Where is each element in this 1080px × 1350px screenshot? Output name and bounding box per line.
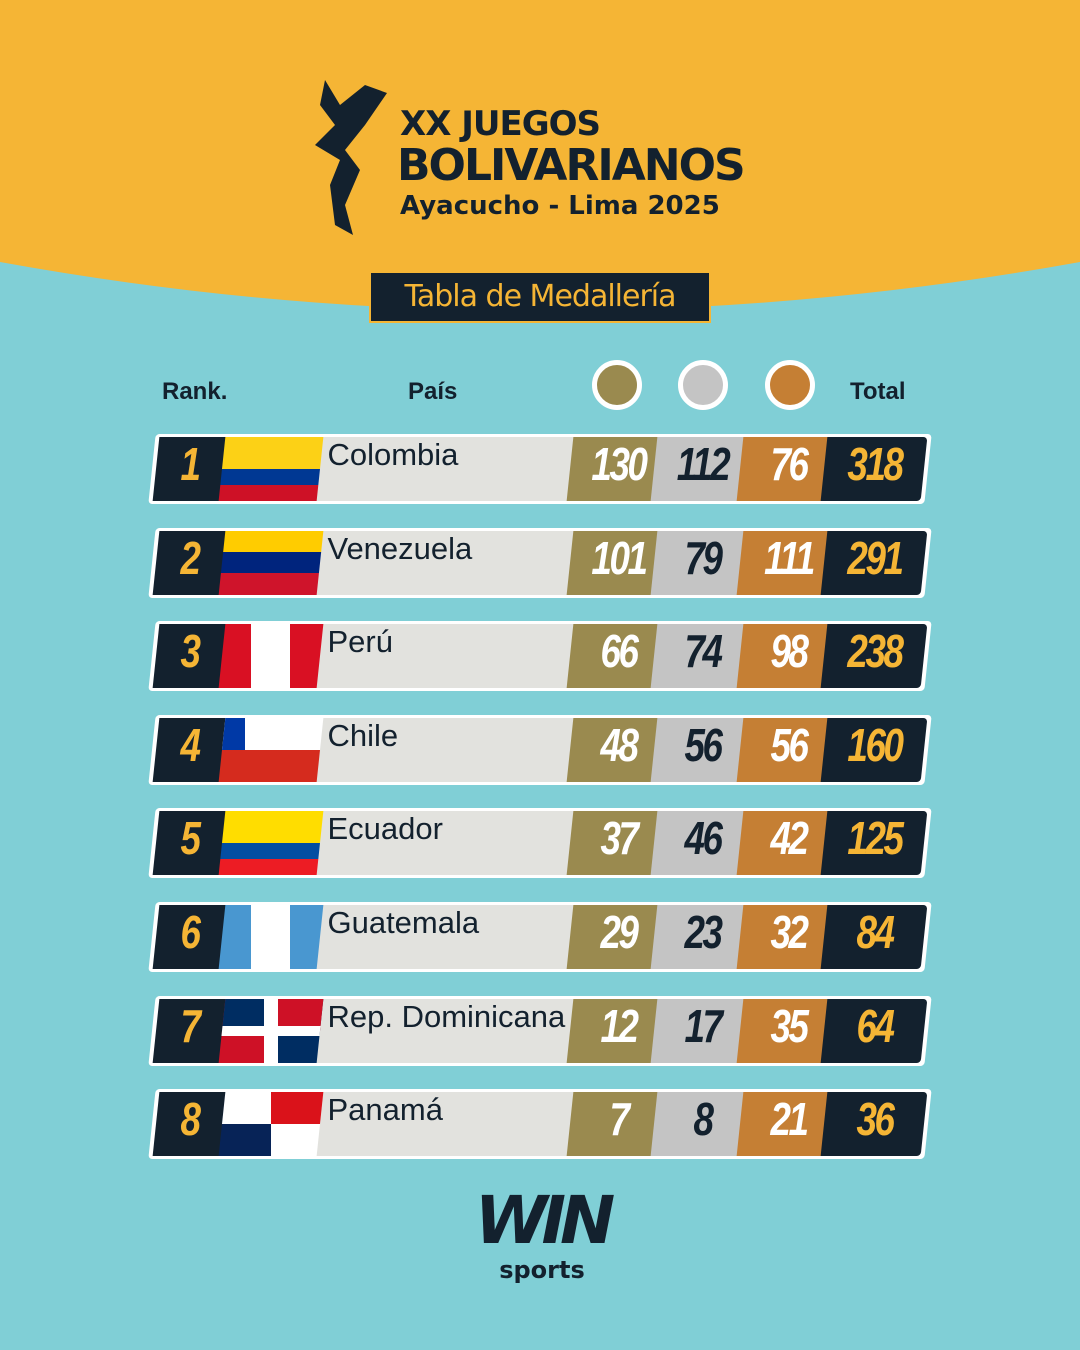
gold-medal-icon bbox=[592, 360, 642, 410]
total-cell: 64 bbox=[820, 998, 928, 1063]
total-count: 160 bbox=[847, 718, 902, 771]
title-line-1: XX JUEGOS bbox=[400, 104, 601, 144]
silver-count: 79 bbox=[684, 531, 721, 584]
total-cell: 84 bbox=[820, 905, 928, 969]
bronze-count: 35 bbox=[770, 999, 807, 1052]
total-header: Total bbox=[850, 378, 906, 405]
silver-count: 23 bbox=[684, 906, 721, 958]
country-name: Rep. Dominicana bbox=[327, 998, 566, 1034]
flag-guatemala-icon bbox=[218, 905, 324, 969]
title-line-2: BOLIVARIANOS bbox=[397, 140, 746, 191]
rank-value: 7 bbox=[180, 999, 199, 1052]
table-row: Chile 4 48 56 56 160 bbox=[148, 714, 932, 785]
total-cell: 318 bbox=[820, 437, 928, 501]
silver-medal-icon bbox=[678, 360, 728, 410]
gold-count: 29 bbox=[600, 906, 637, 958]
rank-header: Rank. bbox=[162, 378, 228, 405]
silver-count: 56 bbox=[684, 718, 721, 771]
country-name: Colombia bbox=[327, 437, 459, 472]
rank-value: 6 bbox=[180, 906, 199, 958]
total-count: 36 bbox=[856, 1093, 893, 1146]
bronze-count: 56 bbox=[770, 718, 807, 771]
header-background bbox=[0, 0, 1080, 311]
silver-count: 112 bbox=[676, 438, 729, 490]
total-cell: 238 bbox=[820, 624, 928, 689]
flag-venezuela-icon bbox=[218, 530, 324, 595]
total-count: 84 bbox=[856, 906, 893, 958]
gold-count: 48 bbox=[600, 718, 637, 771]
table-row: Colombia 1 130 112 76 318 bbox=[148, 434, 932, 504]
flag-dominican-republic-icon bbox=[218, 998, 324, 1063]
country-name: Guatemala bbox=[327, 905, 480, 940]
flag-peru-icon bbox=[218, 624, 324, 689]
gold-count: 130 bbox=[591, 438, 646, 490]
total-count: 125 bbox=[847, 812, 902, 865]
flag-panama-icon bbox=[218, 1092, 324, 1157]
rank-value: 3 bbox=[180, 625, 199, 678]
country-name: Ecuador bbox=[327, 811, 443, 847]
rank-value: 2 bbox=[180, 531, 199, 584]
games-logo: XX JUEGOS BOLIVARIANOS Ayacucho - Lima 2… bbox=[305, 75, 785, 245]
rank-value: 8 bbox=[180, 1093, 199, 1146]
table-row: Panamá 8 7 8 21 36 bbox=[148, 1089, 932, 1160]
silver-count: 46 bbox=[684, 812, 721, 865]
country-name: Perú bbox=[327, 624, 393, 660]
bronze-count: 42 bbox=[770, 812, 807, 865]
rank-value: 5 bbox=[180, 812, 199, 865]
gold-count: 37 bbox=[600, 812, 637, 865]
total-cell: 36 bbox=[820, 1092, 928, 1157]
table-row: Perú 3 66 74 98 238 bbox=[148, 621, 932, 692]
total-cell: 125 bbox=[820, 811, 928, 876]
total-count: 291 bbox=[847, 531, 902, 584]
gold-count: 7 bbox=[609, 1093, 628, 1146]
flag-chile-icon bbox=[218, 717, 324, 782]
flag-colombia-icon bbox=[218, 437, 324, 501]
gold-count: 66 bbox=[600, 625, 637, 678]
total-cell: 160 bbox=[820, 717, 928, 782]
bronze-count: 98 bbox=[770, 625, 807, 678]
silver-count: 74 bbox=[684, 625, 721, 678]
total-count: 318 bbox=[847, 438, 902, 490]
title-line-3: Ayacucho - Lima 2025 bbox=[400, 191, 720, 221]
gold-count: 12 bbox=[600, 999, 637, 1052]
total-count: 238 bbox=[847, 625, 902, 678]
torch-icon bbox=[315, 80, 387, 235]
country-name: Venezuela bbox=[327, 530, 473, 566]
country-name: Chile bbox=[327, 717, 399, 753]
table-row: Rep. Dominicana 7 12 17 35 64 bbox=[148, 995, 932, 1066]
total-count: 64 bbox=[856, 999, 893, 1052]
total-cell: 291 bbox=[820, 530, 928, 595]
brand-text: WIN bbox=[474, 1182, 616, 1259]
bronze-count: 111 bbox=[764, 531, 813, 584]
table-row: Venezuela 2 101 79 111 291 bbox=[148, 527, 932, 598]
silver-count: 8 bbox=[693, 1093, 712, 1146]
rank-value: 4 bbox=[180, 718, 199, 771]
country-name: Panamá bbox=[327, 1092, 443, 1128]
silver-count: 17 bbox=[684, 999, 721, 1052]
bronze-medal-icon bbox=[765, 360, 815, 410]
bronze-count: 21 bbox=[770, 1093, 807, 1146]
gold-count: 101 bbox=[591, 531, 646, 584]
subtitle: Tabla de Medallería bbox=[369, 271, 711, 323]
table-row: Ecuador 5 37 46 42 125 bbox=[148, 808, 932, 879]
bronze-count: 32 bbox=[770, 906, 807, 958]
country-header: País bbox=[408, 378, 458, 405]
rank-value: 1 bbox=[180, 438, 199, 490]
table-row: Guatemala 6 29 23 32 84 bbox=[148, 902, 932, 972]
brand-sub-text: sports bbox=[499, 1256, 585, 1284]
win-sports-logo: WIN sports bbox=[452, 1182, 632, 1285]
flag-ecuador-icon bbox=[218, 811, 324, 876]
bronze-count: 76 bbox=[770, 438, 807, 490]
